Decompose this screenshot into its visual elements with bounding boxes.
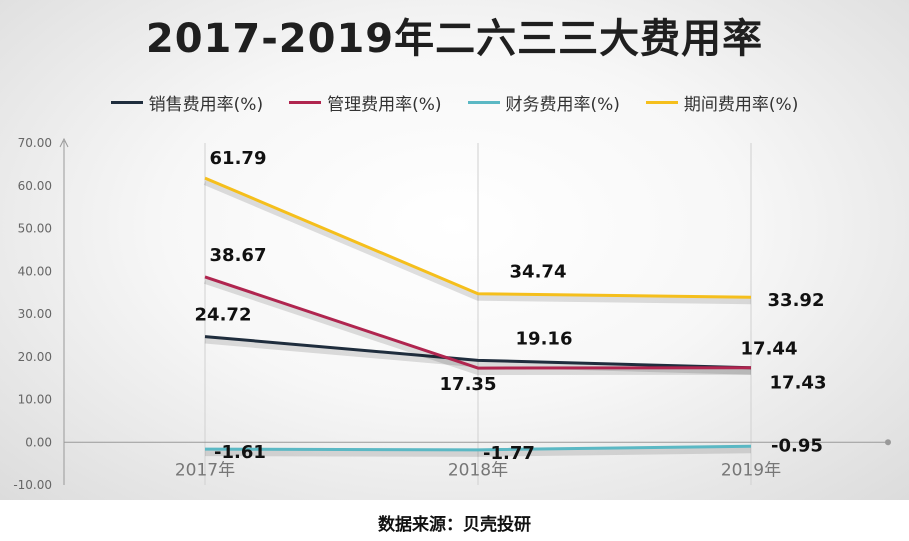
series-line [204,275,752,370]
data-label: 17.44 [741,339,798,360]
legend-item-finance: 财务费用率(%) [467,90,620,115]
data-label: 24.72 [195,305,252,326]
data-source-note: 数据来源：贝壳投研 [378,515,531,535]
series-line [204,176,752,299]
data-label: 17.43 [770,373,827,394]
y-tick-label: 20.00 [18,350,52,364]
data-label: -1.77 [483,443,535,464]
y-tick-label: -10.00 [13,478,52,492]
series-line-shadow [203,179,752,305]
legend-swatch-sales [110,101,143,104]
y-tick-label: 30.00 [18,307,52,321]
data-label: 61.79 [210,148,267,169]
legend-swatch-admin [289,101,322,104]
legend-swatch-period [645,101,678,104]
data-label: 33.92 [768,290,825,311]
x-tick-label: 2017年 [175,460,235,480]
y-axis-arrow-icon [59,137,69,148]
chart-title: 2017-2019年二六三三大费用率 [145,16,764,62]
line-chart: -10.00 0.00 10.00 20.00 30.00 40.00 50.00 60.00… [13,136,891,492]
data-label: 17.35 [440,374,497,395]
data-label: 34.74 [510,262,567,283]
legend-label-finance: 财务费用率(%) [505,95,620,115]
y-tick-label: 40.00 [18,264,52,278]
chart-frame: 2017-2019年二六三三大费用率 销售费用率(%) 管理费用率(%) 财务费… [0,0,909,500]
series-line [204,335,752,370]
series-line [204,444,752,452]
legend-label-period: 期间费用率(%) [683,95,799,115]
legend-swatch-finance [467,101,500,104]
x-axis-end-dot-icon [885,439,891,446]
series-line-shadow [204,278,752,376]
legend-item-sales: 销售费用率(%) [110,90,264,115]
data-label: 38.67 [210,245,267,266]
chart-legend: 销售费用率(%) 管理费用率(%) 财务费用率(%) 期间费用率(%) [0,90,909,115]
legend-label-admin: 管理费用率(%) [327,95,442,115]
x-tick-label: 2018年 [448,460,508,480]
data-label: -0.95 [771,435,823,456]
legend-label-sales: 销售费用率(%) [148,95,264,115]
y-tick-label: 10.00 [18,393,52,407]
y-tick-label: 50.00 [18,222,52,236]
y-tick-label: 60.00 [18,179,52,193]
series-line-shadow [204,447,752,457]
y-tick-label: 70.00 [18,136,52,150]
data-label: -1.61 [214,442,266,463]
data-label: 19.16 [516,328,573,349]
y-tick-label: 0.00 [25,435,52,449]
x-tick-label: 2019年 [721,460,781,480]
legend-item-period: 期间费用率(%) [645,90,799,115]
legend-item-admin: 管理费用率(%) [289,90,442,115]
